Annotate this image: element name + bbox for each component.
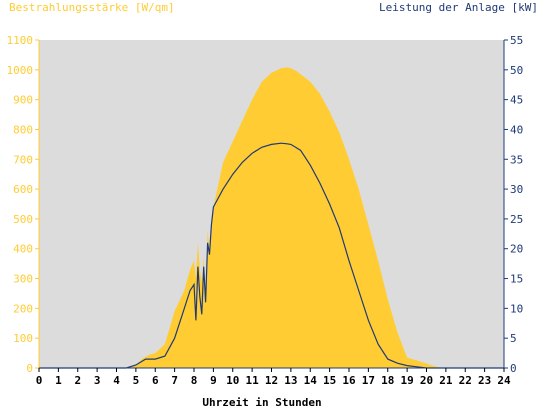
x-tick-label: 20 xyxy=(420,374,433,387)
right-tick-label: 40 xyxy=(510,123,523,136)
x-tick-label: 9 xyxy=(210,374,217,387)
left-tick-label: 700 xyxy=(13,153,33,166)
x-tick-label: 4 xyxy=(113,374,120,387)
x-tick-label: 24 xyxy=(497,374,511,387)
x-tick-label: 7 xyxy=(171,374,178,387)
right-tick-label: 5 xyxy=(510,332,517,345)
left-tick-label: 800 xyxy=(13,123,33,136)
left-tick-label: 300 xyxy=(13,273,33,286)
irradiance-area xyxy=(39,67,504,369)
x-tick-label: 8 xyxy=(191,374,198,387)
x-tick-label: 14 xyxy=(304,374,318,387)
x-tick-label: 3 xyxy=(94,374,101,387)
left-tick-label: 900 xyxy=(13,94,33,107)
x-tick-label: 0 xyxy=(36,374,43,387)
left-tick-label: 1000 xyxy=(7,64,34,77)
left-tick-label: 200 xyxy=(13,302,33,315)
left-tick-label: 600 xyxy=(13,183,33,196)
x-tick-label: 18 xyxy=(381,374,394,387)
x-tick-label: 17 xyxy=(362,374,375,387)
right-tick-label: 30 xyxy=(510,183,523,196)
x-tick-label: 1 xyxy=(55,374,62,387)
x-tick-label: 5 xyxy=(133,374,140,387)
right-axis-title: Leistung der Anlage [kW] xyxy=(379,1,538,14)
right-tick-label: 15 xyxy=(510,273,523,286)
x-tick-label: 22 xyxy=(459,374,472,387)
x-tick-label: 10 xyxy=(226,374,239,387)
right-tick-label: 0 xyxy=(510,362,517,375)
right-tick-label: 20 xyxy=(510,243,523,256)
x-tick-label: 6 xyxy=(152,374,159,387)
right-tick-label: 45 xyxy=(510,94,523,107)
left-tick-label: 100 xyxy=(13,332,33,345)
left-axis-title: Bestrahlungsstärke [W/qm] xyxy=(9,1,175,14)
x-tick-label: 23 xyxy=(478,374,491,387)
right-tick-label: 10 xyxy=(510,302,523,315)
left-tick-label: 400 xyxy=(13,243,33,256)
left-tick-label: 0 xyxy=(26,362,33,375)
x-axis-label: Uhrzeit in Stunden xyxy=(202,396,321,408)
left-tick-label: 1100 xyxy=(7,34,34,47)
right-tick-label: 50 xyxy=(510,64,523,77)
power-line xyxy=(39,142,504,369)
x-tick-label: 21 xyxy=(439,374,453,387)
right-tick-label: 35 xyxy=(510,153,523,166)
x-tick-label: 11 xyxy=(246,374,260,387)
x-tick-label: 12 xyxy=(265,374,278,387)
right-tick-label: 25 xyxy=(510,213,523,226)
x-tick-label: 2 xyxy=(74,374,81,387)
right-tick-label: 55 xyxy=(510,34,523,47)
x-tick-label: 19 xyxy=(401,374,414,387)
x-tick-label: 16 xyxy=(342,374,356,387)
x-tick-label: 15 xyxy=(323,374,336,387)
x-tick-label: 13 xyxy=(284,374,297,387)
left-tick-label: 500 xyxy=(13,213,33,226)
